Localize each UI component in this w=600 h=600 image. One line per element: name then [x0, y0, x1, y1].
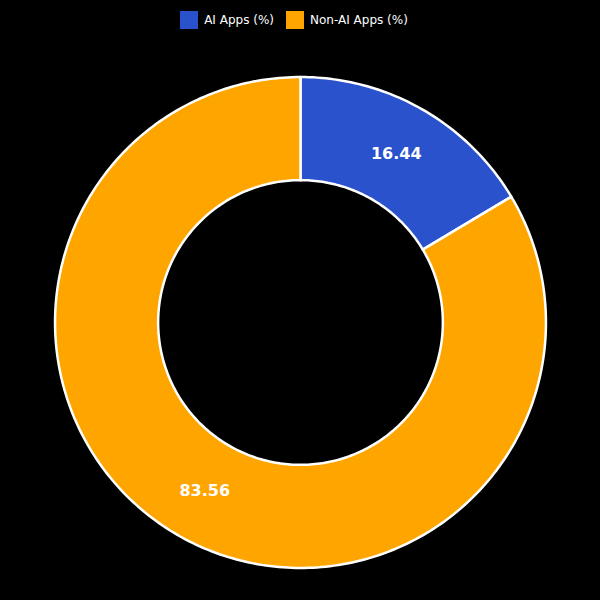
- html-text:AI Apps (%): AI Apps (%): [204, 13, 274, 27]
- html-text:Non-AI Apps (%): Non-AI Apps (%): [310, 13, 408, 27]
- svg-text:83.56: 83.56: [179, 481, 230, 500]
- svg-text:16.44: 16.44: [371, 144, 422, 163]
